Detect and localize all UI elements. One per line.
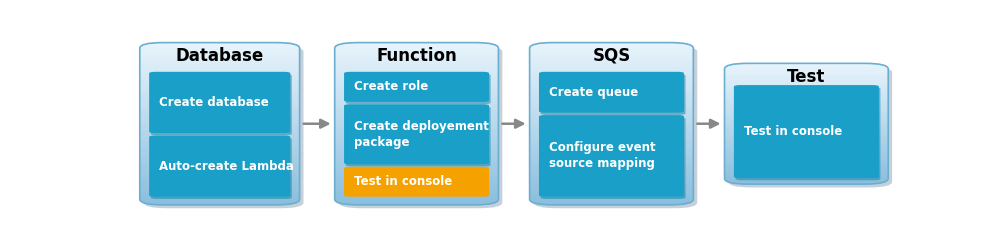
FancyBboxPatch shape (539, 72, 684, 113)
Text: Database: Database (176, 47, 264, 65)
FancyBboxPatch shape (151, 74, 292, 135)
FancyBboxPatch shape (539, 115, 684, 197)
FancyBboxPatch shape (344, 72, 489, 102)
FancyBboxPatch shape (728, 67, 892, 187)
Text: Auto-create Lambda: Auto-create Lambda (159, 159, 294, 173)
Text: Configure event
source mapping: Configure event source mapping (549, 141, 656, 171)
Text: Function: Function (376, 47, 457, 65)
FancyBboxPatch shape (540, 117, 685, 199)
Text: SQS: SQS (593, 47, 631, 65)
FancyBboxPatch shape (151, 138, 292, 199)
FancyBboxPatch shape (346, 107, 491, 167)
Text: Test in console: Test in console (354, 175, 453, 188)
FancyBboxPatch shape (735, 87, 880, 180)
FancyBboxPatch shape (339, 46, 502, 208)
Text: Create role: Create role (354, 80, 429, 93)
Text: Create database: Create database (159, 96, 269, 109)
FancyBboxPatch shape (540, 74, 685, 115)
FancyBboxPatch shape (144, 46, 304, 208)
FancyBboxPatch shape (733, 85, 879, 178)
FancyBboxPatch shape (344, 167, 489, 197)
FancyBboxPatch shape (346, 74, 491, 104)
FancyBboxPatch shape (149, 135, 291, 197)
FancyBboxPatch shape (149, 72, 291, 133)
FancyBboxPatch shape (344, 104, 489, 164)
Text: Test: Test (788, 68, 826, 86)
Text: Create deployement
package: Create deployement package (354, 120, 489, 149)
Text: Create queue: Create queue (549, 86, 639, 99)
Text: Test in console: Test in console (744, 125, 842, 138)
FancyBboxPatch shape (533, 46, 697, 208)
